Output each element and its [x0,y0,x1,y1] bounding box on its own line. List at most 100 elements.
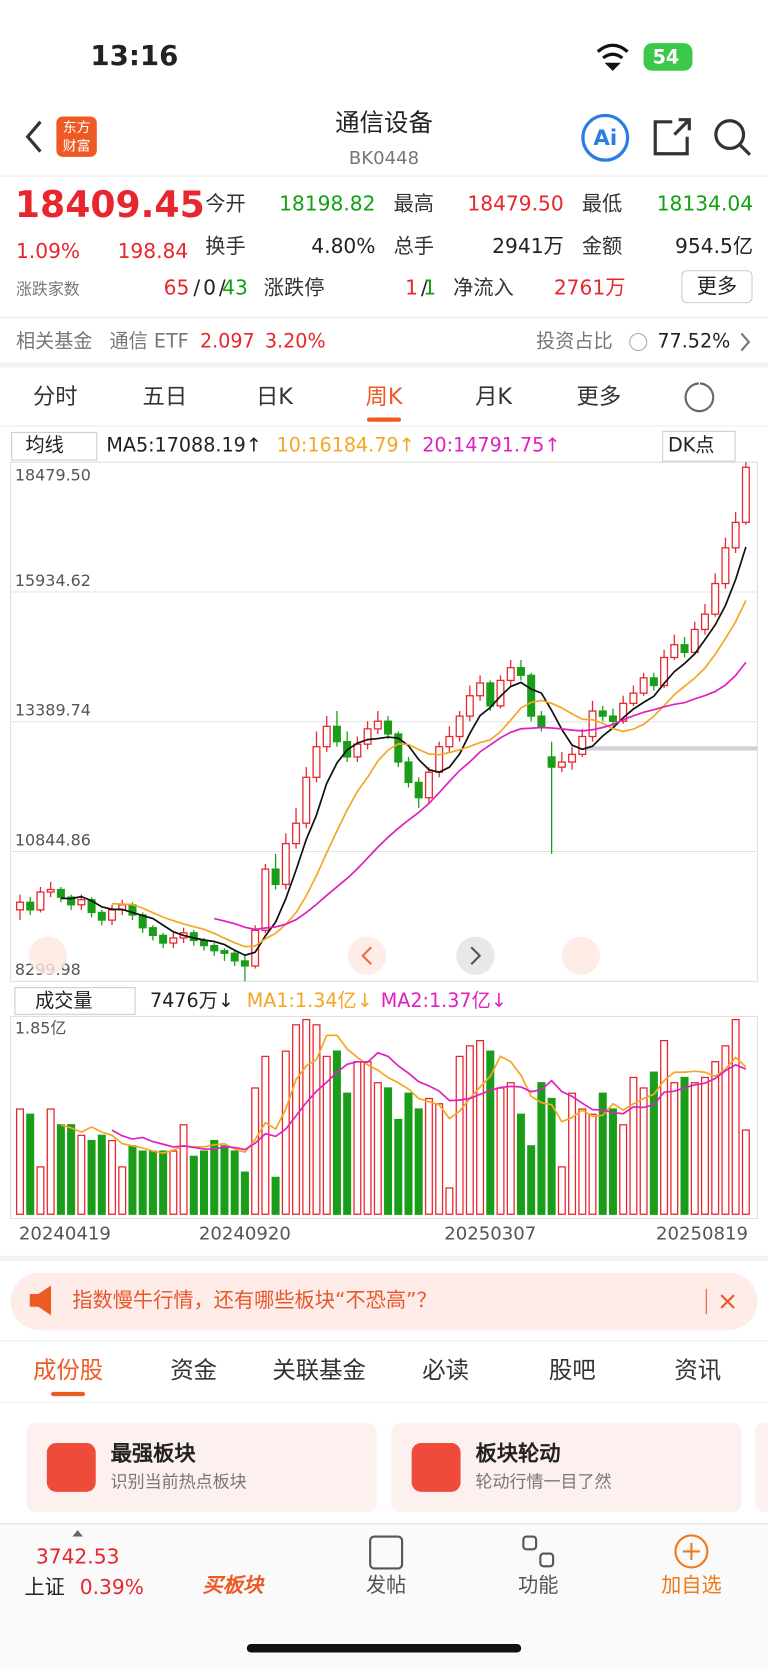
field-label: 金额 [582,234,622,258]
volume-chart: 1.85亿 20240419 20240920 20250307 20250819 [15,1018,750,1244]
candle-body [56,888,65,898]
volume-bar [230,1150,239,1215]
volume-bar [537,1082,546,1215]
volume-bar [169,1150,178,1215]
vol-ma2-label: MA2:1.37亿↓ [381,989,507,1012]
candle-body [26,901,35,911]
candle-body [537,715,546,727]
fund-pct: 3.20% [265,330,326,353]
prev-button[interactable] [347,936,387,975]
nav-icon [369,1535,404,1570]
volume-bar [516,1113,525,1215]
volume-bar [435,1103,444,1215]
period-tab[interactable]: 分时 [33,384,78,410]
volume-bar [302,1018,311,1215]
volume-bar [639,1087,648,1215]
section-tab[interactable]: 必读 [422,1356,469,1384]
nav-item[interactable]: 加自选 [661,1573,722,1597]
period-tab[interactable]: 五日 [143,384,188,410]
more-button[interactable] [681,270,753,304]
home-indicator [246,1643,522,1653]
candle-body [629,692,638,705]
field-label: 最低 [582,191,622,215]
candle-body [15,901,25,911]
back-button[interactable] [25,120,42,153]
nav-item[interactable]: 买板块 [203,1573,265,1597]
volume-bar [670,1082,679,1215]
section-tab[interactable]: 股吧 [549,1356,596,1384]
section-tab[interactable]: 资金 [170,1356,217,1384]
candle-body [506,667,515,682]
candle-body [230,952,239,962]
search-button[interactable] [714,119,746,151]
period-tab[interactable]: 更多 [577,384,622,410]
field-label: 换手 [205,234,245,258]
next-button[interactable] [456,936,495,975]
volume-bar [486,1050,495,1215]
volume-bar [281,1050,290,1215]
vol-select[interactable] [14,987,136,1015]
nav-item[interactable]: 功能 [518,1573,558,1597]
y-tick-label: 13389.74 [15,701,91,720]
candle-body [486,682,495,707]
candle-body [578,735,587,756]
volume-frame [10,1015,758,1220]
ratio-label: 投资占比 [536,330,613,353]
ai-button[interactable] [581,113,630,162]
settings-button[interactable] [684,382,715,413]
limit-up: 1 [405,275,418,299]
nav-item[interactable]: 发帖 [366,1573,406,1597]
limit-down: 1 [423,275,436,299]
section-tab[interactable]: 成份股 [33,1356,103,1384]
candle-body [649,677,658,687]
card-peek [755,1422,768,1513]
candle-body [660,656,669,687]
volume-bar [455,1055,464,1215]
nav-icon [674,1534,709,1569]
volume-bar [26,1113,35,1215]
ma-select[interactable] [11,431,98,461]
price: 18409.45 [15,183,205,226]
candle-body [210,944,219,952]
candle-body [87,899,96,914]
card[interactable] [26,1422,377,1513]
x-tick-label: 20240419 [19,1223,111,1244]
field-label: 总手 [394,234,434,258]
period-tab[interactable]: 月K [475,384,513,410]
vol-ma1-label: MA1:1.34亿↓ [247,989,373,1012]
volume-bar [598,1092,607,1215]
ma-line [60,546,747,957]
page-title: 通信设备 [335,108,433,137]
banner-close[interactable] [720,1294,735,1309]
x-tick-label: 20250819 [656,1223,748,1244]
candle-body [598,710,607,717]
candle-body [169,937,178,944]
x-tick-label: 20250307 [444,1223,536,1244]
candle-body [108,909,117,921]
dk-button[interactable] [662,430,736,462]
volume-bar [741,1129,750,1215]
volume-bar [547,1097,556,1215]
share-button[interactable] [653,118,691,156]
expand-button[interactable] [561,936,600,975]
section-tab[interactable]: 资讯 [674,1356,721,1384]
banner[interactable] [10,1272,758,1331]
section-tab[interactable]: 关联基金 [272,1356,366,1384]
help-icon[interactable] [629,332,648,352]
period-tab[interactable]: 日K [256,384,294,410]
volume-bar [394,1118,403,1215]
candle-body [547,756,556,768]
period-tab[interactable]: 周K [366,384,404,410]
fund-label: 相关基金 [16,330,93,353]
volume-bar [97,1134,106,1215]
volume-bar [527,1145,536,1215]
candle-body [690,628,699,654]
change: 198.84 [118,239,189,263]
volume-bar [476,1039,485,1215]
card[interactable] [391,1422,742,1513]
scroll-left-button[interactable] [28,936,68,975]
volume-bar [67,1124,76,1215]
field-label: 今开 [205,191,245,215]
status-time: 13:16 [90,39,178,72]
candle-body [516,667,525,676]
